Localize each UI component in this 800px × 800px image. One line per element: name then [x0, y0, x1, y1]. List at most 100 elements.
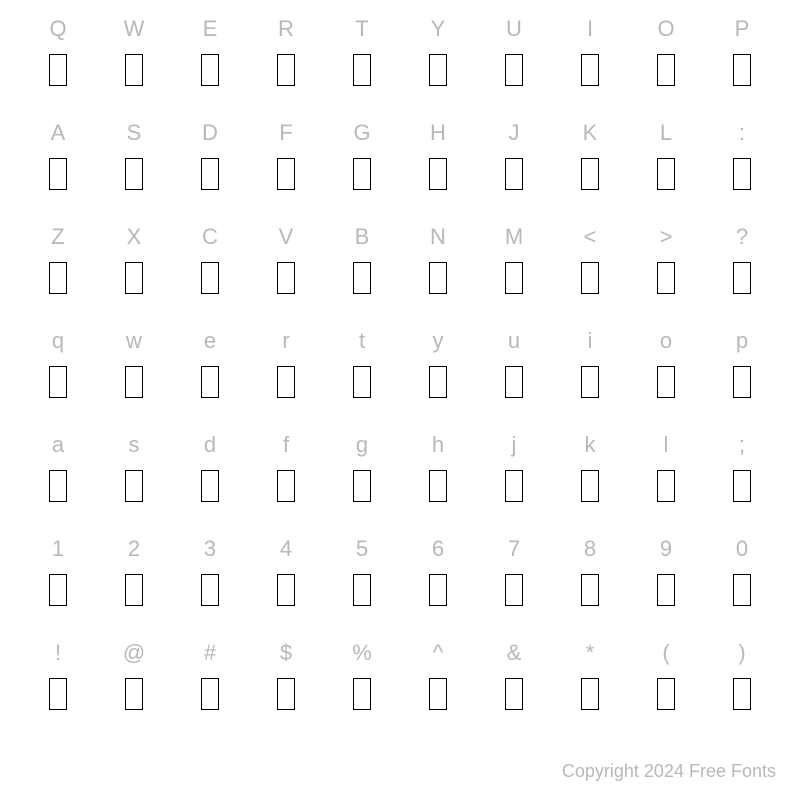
glyph-box	[505, 470, 523, 502]
glyph-cell: F	[248, 114, 324, 218]
glyph-box	[429, 470, 447, 502]
glyph-label: f	[283, 426, 289, 464]
glyph-box	[201, 470, 219, 502]
glyph-label: M	[505, 218, 523, 256]
glyph-box	[125, 574, 143, 606]
glyph-box	[657, 678, 675, 710]
glyph-box	[581, 262, 599, 294]
glyph-cell: I	[552, 10, 628, 114]
glyph-label: j	[512, 426, 517, 464]
glyph-cell: 7	[476, 530, 552, 634]
glyph-cell: R	[248, 10, 324, 114]
glyph-cell: *	[552, 634, 628, 738]
glyph-label: %	[352, 634, 372, 672]
glyph-cell: e	[172, 322, 248, 426]
glyph-label: Z	[51, 218, 64, 256]
glyph-label: 2	[128, 530, 140, 568]
glyph-box	[49, 470, 67, 502]
glyph-label: h	[432, 426, 444, 464]
glyph-cell: >	[628, 218, 704, 322]
glyph-box	[353, 54, 371, 86]
glyph-box	[125, 262, 143, 294]
glyph-cell: ;	[704, 426, 780, 530]
glyph-cell: C	[172, 218, 248, 322]
glyph-box	[49, 574, 67, 606]
glyph-cell: y	[400, 322, 476, 426]
glyph-box	[201, 158, 219, 190]
glyph-box	[581, 54, 599, 86]
glyph-box	[49, 158, 67, 190]
glyph-cell: H	[400, 114, 476, 218]
glyph-label: a	[52, 426, 64, 464]
glyph-cell: 8	[552, 530, 628, 634]
glyph-label: 5	[356, 530, 368, 568]
glyph-cell: G	[324, 114, 400, 218]
glyph-label: p	[736, 322, 748, 360]
glyph-cell: !	[20, 634, 96, 738]
glyph-label: B	[355, 218, 370, 256]
glyph-box	[429, 574, 447, 606]
glyph-label: T	[355, 10, 368, 48]
glyph-cell: 6	[400, 530, 476, 634]
glyph-label: N	[430, 218, 446, 256]
glyph-label: !	[55, 634, 61, 672]
glyph-cell: j	[476, 426, 552, 530]
glyph-label: :	[739, 114, 745, 152]
glyph-box	[353, 470, 371, 502]
glyph-label: 1	[52, 530, 64, 568]
glyph-label: g	[356, 426, 368, 464]
glyph-label: E	[203, 10, 218, 48]
glyph-cell: Z	[20, 218, 96, 322]
glyph-label: R	[278, 10, 294, 48]
glyph-cell: J	[476, 114, 552, 218]
glyph-label: $	[280, 634, 292, 672]
glyph-cell: ^	[400, 634, 476, 738]
glyph-cell: &	[476, 634, 552, 738]
glyph-cell: (	[628, 634, 704, 738]
glyph-label: #	[204, 634, 216, 672]
glyph-label: 6	[432, 530, 444, 568]
glyph-box	[429, 262, 447, 294]
glyph-label: ;	[739, 426, 745, 464]
glyph-box	[733, 54, 751, 86]
glyph-box	[505, 678, 523, 710]
glyph-box	[125, 54, 143, 86]
glyph-label: @	[123, 634, 145, 672]
glyph-cell: N	[400, 218, 476, 322]
glyph-label: q	[52, 322, 64, 360]
glyph-cell: p	[704, 322, 780, 426]
glyph-label: 4	[280, 530, 292, 568]
glyph-label: U	[506, 10, 522, 48]
glyph-box	[657, 366, 675, 398]
glyph-label: 0	[736, 530, 748, 568]
glyph-label: Y	[431, 10, 446, 48]
glyph-cell: o	[628, 322, 704, 426]
glyph-label: 7	[508, 530, 520, 568]
glyph-cell: a	[20, 426, 96, 530]
glyph-label: A	[51, 114, 66, 152]
glyph-cell: K	[552, 114, 628, 218]
glyph-cell: 4	[248, 530, 324, 634]
glyph-cell: w	[96, 322, 172, 426]
glyph-cell: $	[248, 634, 324, 738]
glyph-box	[125, 366, 143, 398]
glyph-label: W	[124, 10, 145, 48]
glyph-box	[581, 470, 599, 502]
glyph-label: ^	[433, 634, 443, 672]
glyph-box	[429, 366, 447, 398]
glyph-cell: r	[248, 322, 324, 426]
glyph-label: d	[204, 426, 216, 464]
glyph-box	[505, 54, 523, 86]
glyph-box	[277, 158, 295, 190]
glyph-box	[505, 262, 523, 294]
glyph-cell: X	[96, 218, 172, 322]
glyph-label: <	[584, 218, 597, 256]
glyph-cell: )	[704, 634, 780, 738]
glyph-box	[49, 262, 67, 294]
glyph-cell: L	[628, 114, 704, 218]
glyph-box	[201, 574, 219, 606]
glyph-label: P	[735, 10, 750, 48]
glyph-cell: 5	[324, 530, 400, 634]
glyph-cell: q	[20, 322, 96, 426]
glyph-label: r	[282, 322, 289, 360]
